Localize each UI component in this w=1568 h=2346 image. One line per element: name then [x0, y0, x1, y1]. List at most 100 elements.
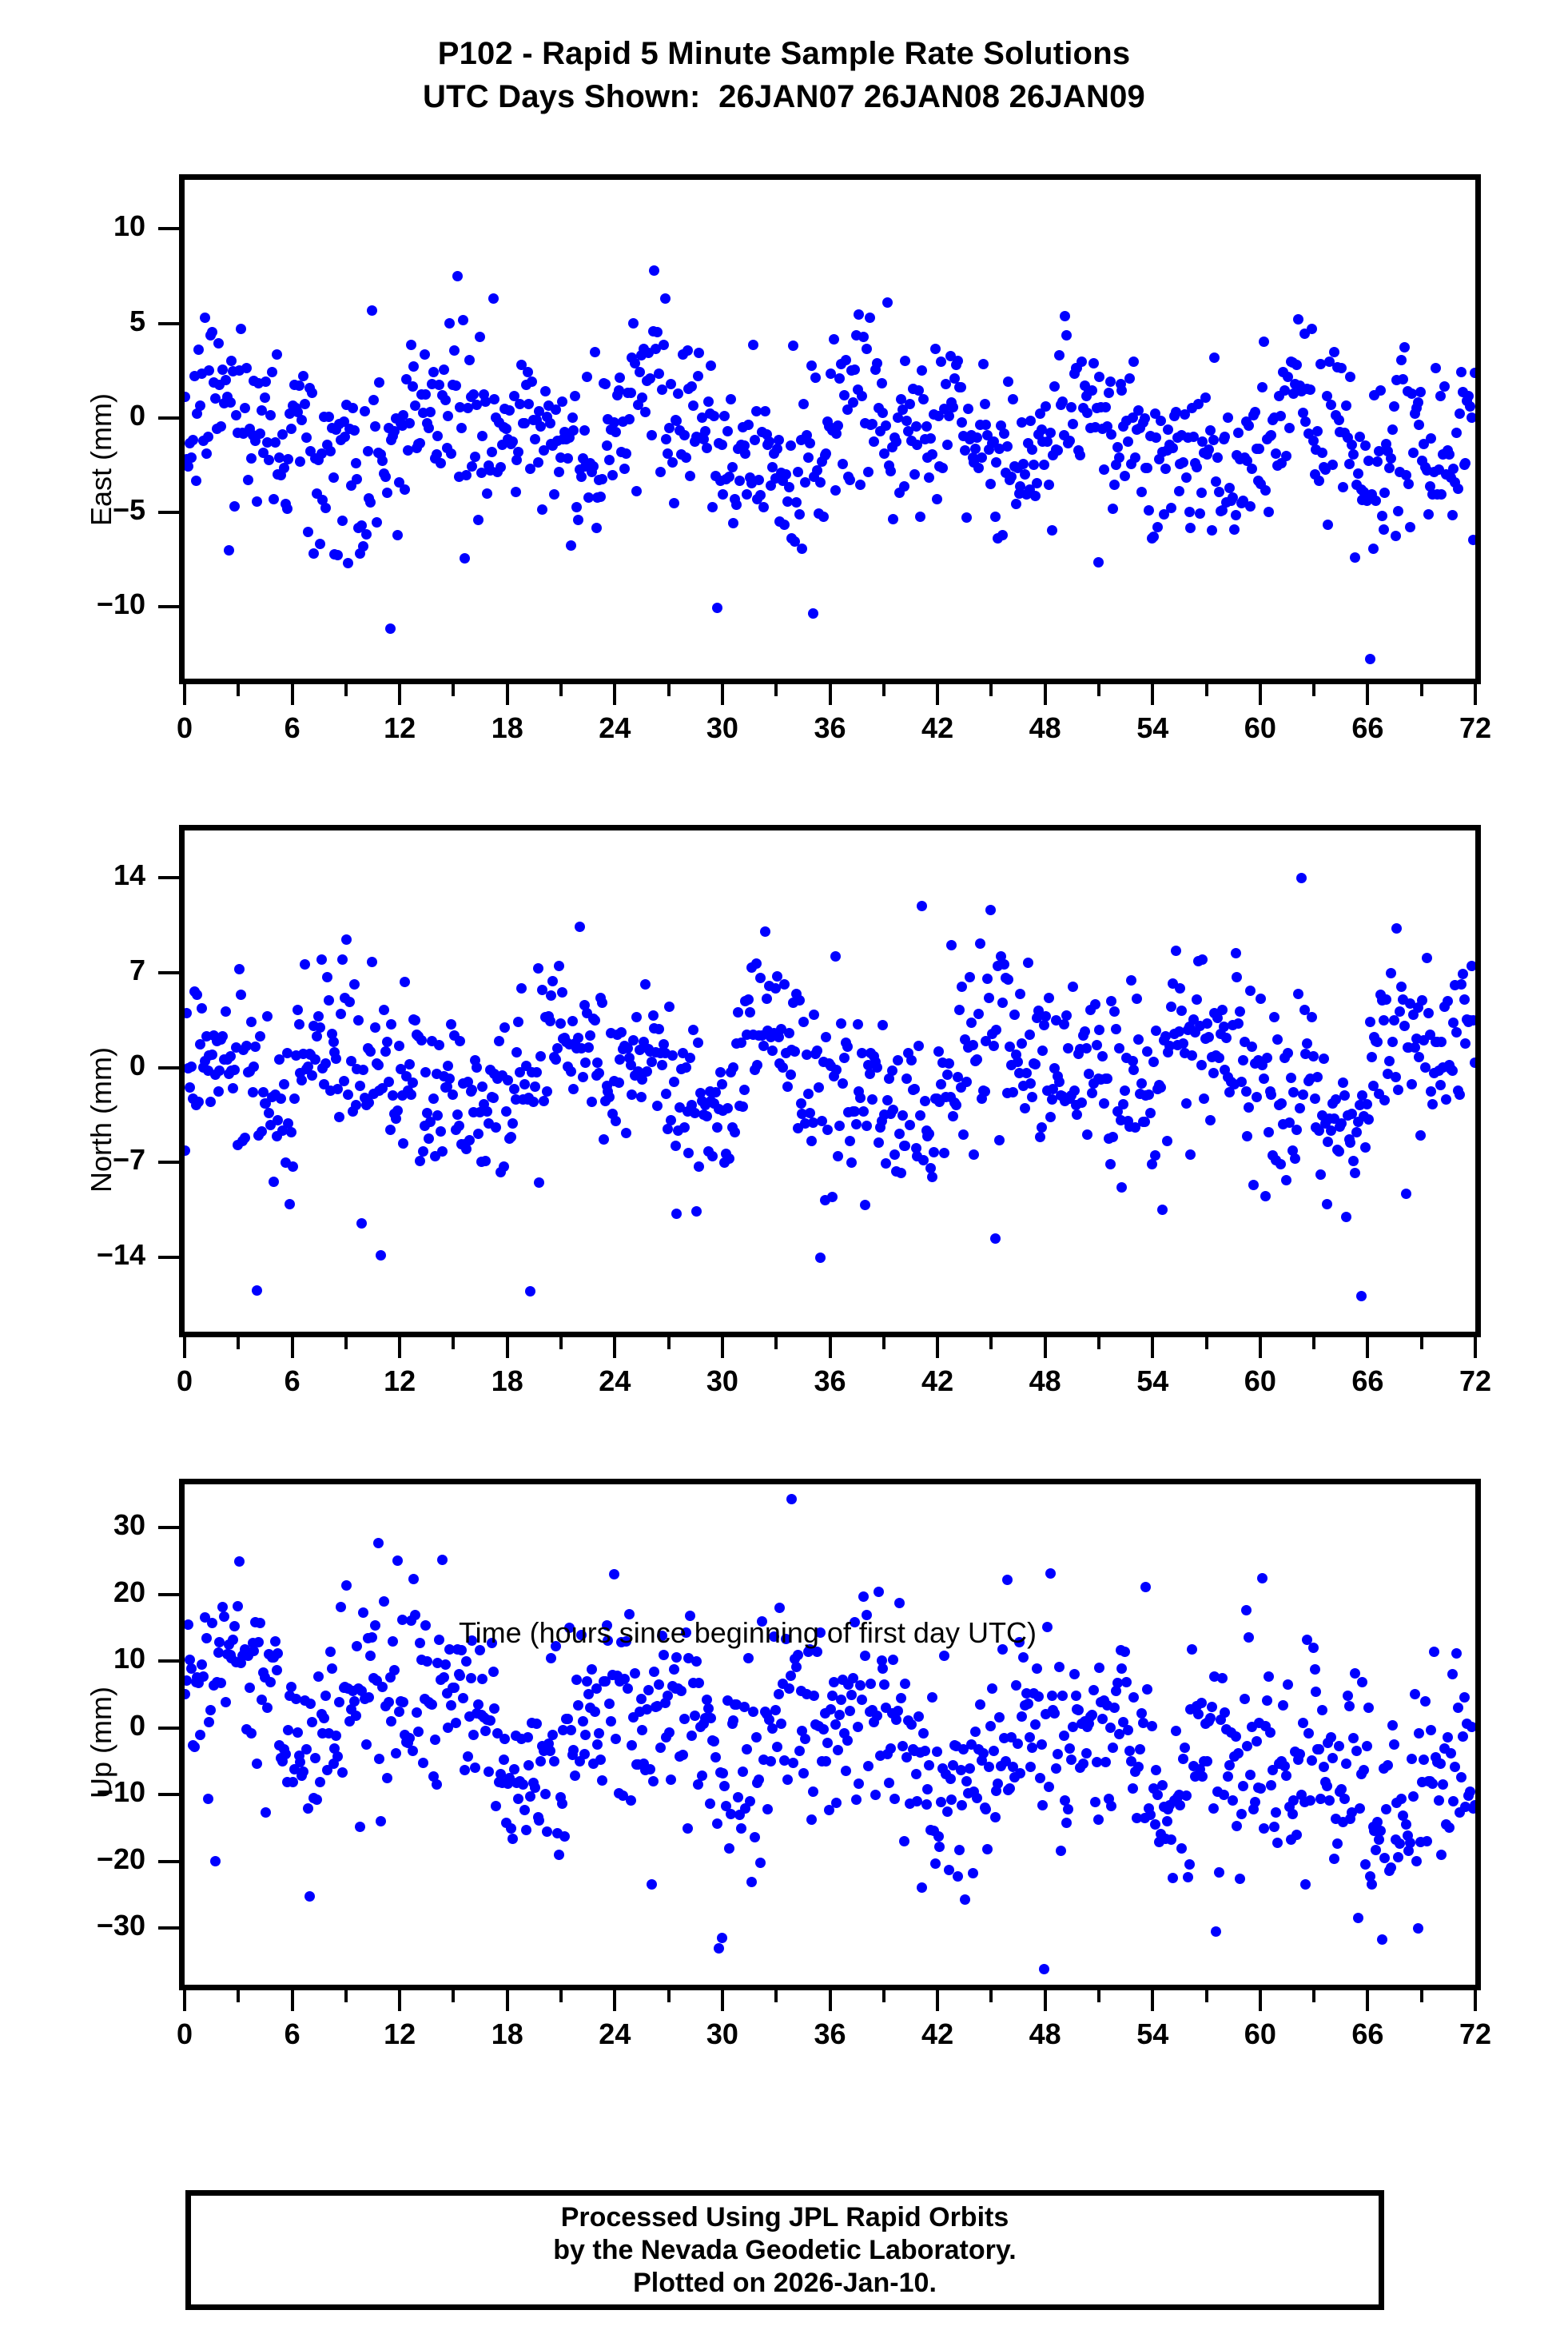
data-point	[207, 327, 218, 338]
data-point	[1120, 1646, 1131, 1657]
data-point	[664, 423, 675, 434]
data-point	[1311, 1687, 1322, 1698]
x-axis-major-tick	[505, 1337, 509, 1358]
data-point	[420, 1620, 432, 1631]
data-point	[408, 1574, 420, 1585]
data-point	[1053, 1076, 1065, 1087]
data-point	[567, 412, 578, 423]
data-point	[747, 340, 758, 351]
x-axis-minor-tick	[667, 684, 671, 696]
x-axis-minor-tick	[452, 1990, 456, 2002]
data-point	[1384, 462, 1395, 473]
data-point	[643, 1685, 654, 1696]
x-axis-major-tick	[936, 1337, 940, 1358]
data-point	[881, 1158, 892, 1169]
data-point	[453, 1120, 464, 1131]
data-point	[1122, 436, 1133, 447]
data-point	[1212, 1012, 1224, 1023]
data-point	[589, 346, 600, 357]
data-point	[265, 410, 276, 421]
x-axis-minor-tick	[1419, 684, 1423, 696]
data-point	[412, 1707, 423, 1719]
data-point	[1412, 397, 1423, 408]
data-point	[901, 1073, 913, 1085]
data-point	[1454, 1089, 1465, 1101]
data-point	[286, 1682, 297, 1693]
y-axis-tick-label: 20	[113, 1575, 145, 1608]
data-point	[525, 1791, 536, 1802]
data-point	[627, 1740, 638, 1751]
data-point	[637, 1724, 648, 1735]
x-axis-major-tick	[828, 684, 832, 705]
data-point	[810, 372, 822, 384]
data-point	[1431, 363, 1441, 374]
data-point	[537, 504, 548, 515]
data-point	[773, 1688, 784, 1699]
y-axis-major-tick	[158, 1726, 179, 1730]
data-point	[444, 317, 456, 329]
data-point	[1216, 504, 1228, 516]
data-point	[1109, 1703, 1120, 1714]
data-point	[1149, 1149, 1160, 1161]
data-point	[679, 1713, 690, 1724]
data-point	[376, 1816, 387, 1827]
data-point	[250, 1041, 261, 1052]
data-point	[1208, 1067, 1219, 1078]
data-point	[381, 1036, 392, 1047]
x-axis-major-tick	[1474, 1337, 1477, 1358]
data-point	[1282, 1679, 1293, 1691]
data-point	[785, 440, 796, 451]
data-point	[494, 1036, 504, 1047]
data-point	[559, 1831, 571, 1842]
data-point	[1027, 1091, 1038, 1102]
data-point	[755, 489, 766, 500]
data-point	[1204, 1114, 1216, 1125]
data-point	[261, 376, 272, 387]
x-axis-tick-label: 54	[1136, 2017, 1169, 2050]
data-point	[939, 1147, 949, 1158]
data-point	[1208, 435, 1219, 446]
data-point	[834, 1120, 846, 1131]
data-point	[973, 1008, 984, 1019]
scatter-plot-up	[185, 1484, 1475, 1985]
data-point	[1065, 1743, 1075, 1754]
data-point	[861, 1120, 872, 1131]
data-point	[335, 1008, 346, 1019]
data-point	[972, 432, 983, 444]
data-point	[1463, 390, 1474, 401]
data-point	[743, 420, 754, 431]
data-point	[398, 409, 409, 420]
data-point	[804, 438, 815, 449]
data-point	[1342, 1691, 1353, 1702]
data-point	[1187, 1050, 1198, 1061]
data-point	[1053, 1748, 1064, 1759]
data-point	[917, 365, 927, 376]
x-axis-major-tick	[1366, 1337, 1370, 1358]
y-axis-major-tick	[158, 970, 179, 974]
data-point	[1260, 485, 1271, 496]
data-point	[217, 1031, 229, 1042]
data-point	[1327, 1752, 1338, 1763]
x-axis-tick-label: 48	[1029, 2017, 1061, 2050]
data-point	[1053, 445, 1064, 456]
data-point	[185, 1655, 195, 1666]
data-point	[984, 1761, 995, 1772]
data-point	[680, 1061, 691, 1073]
data-point	[685, 471, 696, 482]
data-point	[1351, 1745, 1362, 1756]
data-point	[1443, 1822, 1455, 1833]
data-point	[1414, 420, 1425, 431]
data-point	[344, 996, 355, 1007]
data-point	[936, 356, 947, 368]
data-point	[786, 1494, 798, 1505]
data-point	[1429, 1647, 1440, 1658]
data-point	[1435, 1759, 1446, 1770]
data-point	[464, 1134, 475, 1145]
data-point	[925, 1162, 937, 1173]
data-point	[592, 1057, 603, 1068]
data-point	[262, 1010, 273, 1022]
data-point	[1069, 1669, 1080, 1680]
data-point	[1108, 1131, 1119, 1142]
data-point	[1396, 354, 1407, 365]
data-point	[979, 1086, 990, 1097]
